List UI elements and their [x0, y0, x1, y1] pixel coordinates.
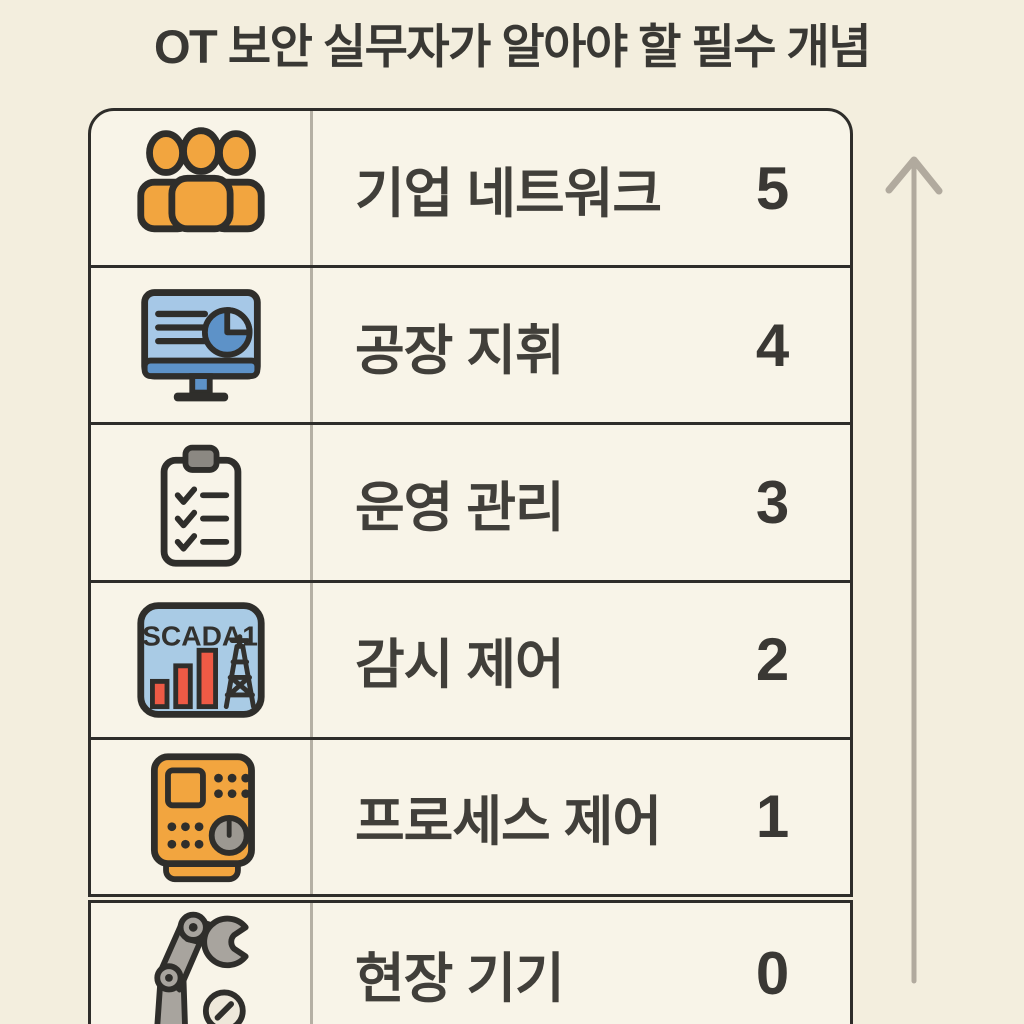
- icon-cell: [91, 268, 313, 423]
- level-number: 3: [755, 469, 790, 536]
- level-label: 현장 기기: [355, 948, 565, 1009]
- clipboard-checklist-icon: [160, 444, 241, 567]
- level-number: 1: [755, 783, 790, 851]
- scada-screen-icon: SCADA1: [136, 601, 265, 718]
- level-number: 0: [755, 939, 790, 1007]
- table-row-supervisory-control: SCADA1 감시 제어 2: [91, 579, 850, 737]
- monitor-dashboard-icon: [140, 289, 261, 402]
- icon-cell: [91, 903, 313, 1024]
- control-panel-icon: [150, 753, 255, 882]
- up-arrow-icon: [885, 156, 943, 984]
- field-devices-table: 현장 기기 0: [88, 900, 853, 1024]
- icon-cell: [91, 111, 313, 266]
- level-label: 프로세스 제어: [355, 792, 662, 853]
- levels-table: 기업 네트워크 5 공장 지휘 4: [88, 108, 853, 897]
- table-row-operations-management: 운영 관리 3: [91, 422, 850, 580]
- icon-cell: [91, 425, 313, 580]
- icon-cell: [91, 739, 313, 894]
- level-number: 4: [755, 311, 790, 379]
- table-row-enterprise-network: 기업 네트워크 5: [91, 111, 850, 266]
- robot-arm-icon: [153, 911, 249, 1024]
- level-number: 2: [755, 626, 790, 694]
- table-row-field-devices: 현장 기기 0: [91, 903, 850, 1024]
- level-label: 운영 관리: [355, 478, 565, 538]
- level-label: 공장 지휘: [355, 320, 565, 381]
- table-row-process-control: 프로세스 제어 1: [91, 736, 850, 894]
- icon-cell: SCADA1: [91, 582, 313, 737]
- level-number: 5: [755, 154, 790, 222]
- people-group-icon: [136, 127, 265, 233]
- level-label: 기업 네트워크: [355, 163, 662, 224]
- table-row-factory-command: 공장 지휘 4: [91, 265, 850, 423]
- level-label: 감시 제어: [355, 635, 565, 696]
- page-title: OT 보안 실무자가 알아야 할 필수 개념: [154, 20, 871, 73]
